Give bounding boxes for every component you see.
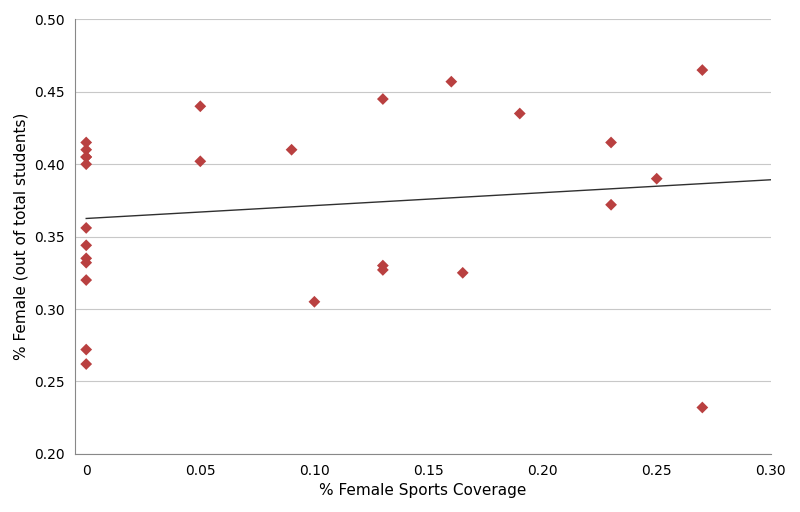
Point [445,77,458,86]
Point [285,145,298,154]
Point [696,66,709,74]
Point [605,201,618,209]
Point [605,138,618,146]
Point [80,138,93,146]
Point [80,153,93,161]
Point [80,241,93,249]
Point [514,110,526,118]
Point [80,254,93,263]
Point [80,360,93,368]
Point [377,95,390,103]
Point [308,297,321,306]
Point [650,175,663,183]
Point [456,269,469,277]
Point [80,224,93,232]
Point [377,262,390,270]
Point [80,259,93,267]
Point [80,346,93,354]
Point [194,102,206,111]
Point [80,276,93,284]
Point [80,153,93,161]
Point [194,157,206,165]
X-axis label: % Female Sports Coverage: % Female Sports Coverage [319,483,526,498]
Point [80,145,93,154]
Point [696,403,709,412]
Point [80,160,93,168]
Point [377,266,390,274]
Y-axis label: % Female (out of total students): % Female (out of total students) [14,113,29,360]
